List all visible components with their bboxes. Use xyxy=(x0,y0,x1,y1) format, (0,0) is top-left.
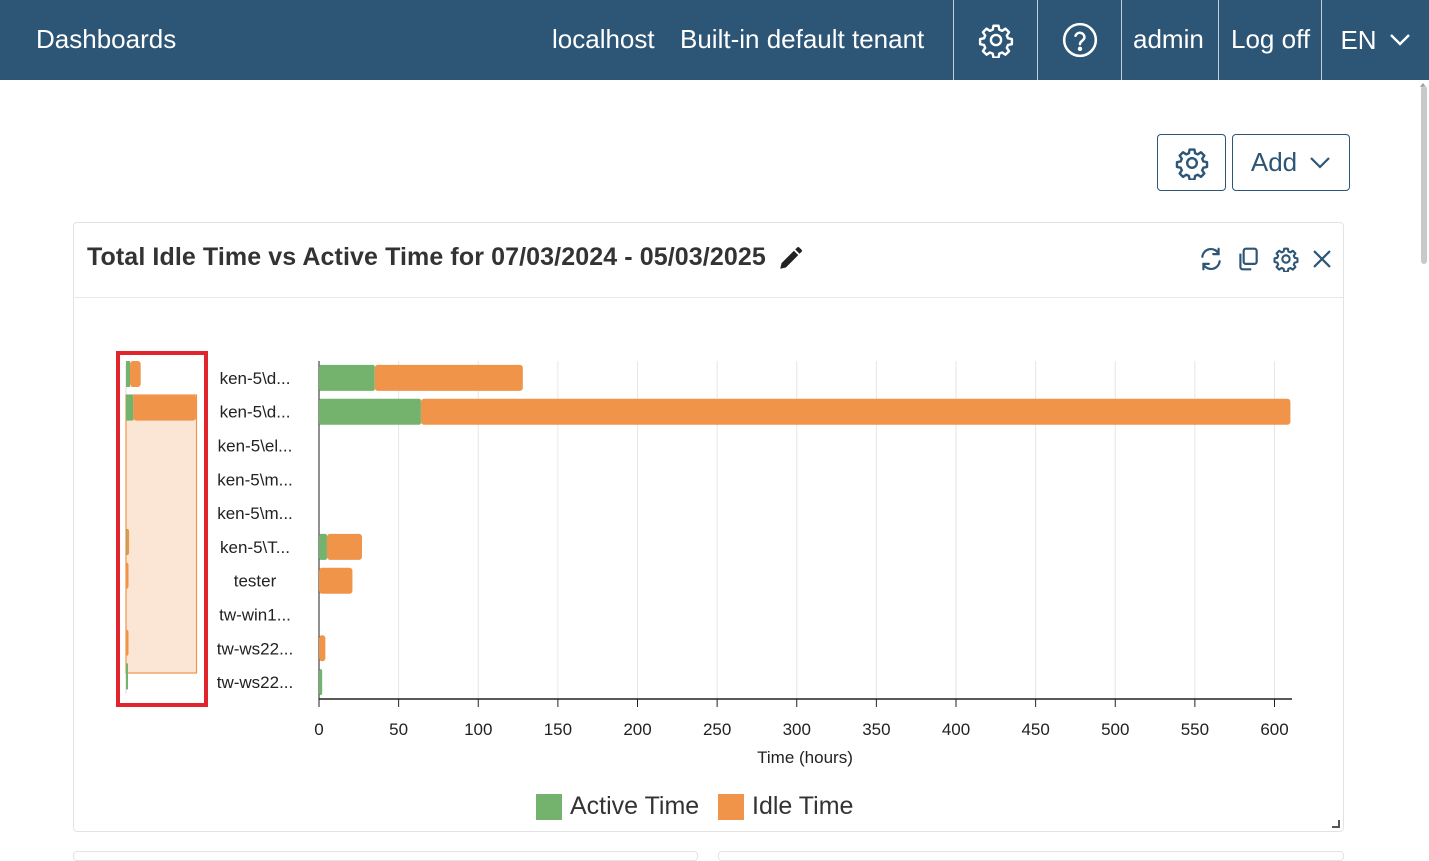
refresh-button[interactable] xyxy=(1197,245,1225,273)
navigator-bar-idle xyxy=(126,629,129,656)
pencil-icon xyxy=(780,247,802,269)
divider xyxy=(1121,0,1122,80)
bar-idle xyxy=(374,364,523,391)
legend-label-active: Active Time xyxy=(570,792,700,820)
navigator-window xyxy=(125,394,198,674)
help-button[interactable] xyxy=(1038,0,1121,80)
legend-swatch-idle xyxy=(718,793,744,820)
gear-icon xyxy=(1175,147,1208,180)
chart-bars xyxy=(319,364,1291,696)
y-category-label: tw-win1... xyxy=(219,606,291,625)
tenant-selector[interactable]: Built-in default tenant xyxy=(680,24,925,54)
language-selector[interactable]: EN xyxy=(1322,0,1429,80)
navigator-bar-idle xyxy=(126,562,129,589)
refresh-icon xyxy=(1201,247,1221,271)
bar-idle xyxy=(420,398,1291,425)
y-category-label: ken-5\m... xyxy=(217,470,293,489)
chart-widget: Total Idle Time vs Active Time for 07/03… xyxy=(73,222,1344,832)
y-category-label: ken-5\m... xyxy=(217,504,293,523)
widget-settings-button[interactable] xyxy=(1272,245,1300,273)
x-axis-title: Time (hours) xyxy=(757,748,853,767)
host-label: localhost xyxy=(552,24,655,54)
close-widget-button[interactable] xyxy=(1308,245,1336,273)
divider xyxy=(953,0,954,80)
divider xyxy=(1218,0,1219,80)
duplicate-button[interactable] xyxy=(1234,245,1262,273)
bar-active xyxy=(319,364,375,391)
chart-navigator[interactable] xyxy=(125,361,198,694)
gear-icon xyxy=(1273,247,1299,272)
dashboards-link[interactable]: Dashboards xyxy=(36,24,177,54)
chevron-down-icon xyxy=(1310,156,1330,169)
x-tick-label: 500 xyxy=(1101,720,1129,739)
y-category-label: tw-ws22... xyxy=(217,639,294,658)
bar-active xyxy=(319,398,421,425)
scroll-up-arrow[interactable] xyxy=(1420,83,1426,87)
user-menu[interactable]: admin xyxy=(1133,24,1204,54)
x-tick-label: 550 xyxy=(1181,720,1209,739)
bar-active xyxy=(319,533,327,560)
y-category-label: tw-ws22... xyxy=(217,673,294,692)
x-tick-label: 450 xyxy=(1021,720,1049,739)
bar-idle xyxy=(319,635,326,662)
x-tick-label: 400 xyxy=(942,720,970,739)
navigator-bar-idle xyxy=(130,361,141,387)
x-tick-label: 600 xyxy=(1260,720,1288,739)
y-category-label: ken-5\d... xyxy=(220,369,291,388)
navigator-bar-active xyxy=(126,663,128,690)
x-axis-ticks: 0 50 100 150 200 250 300 350 400 450 500 550 600 xyxy=(314,699,1289,739)
widget-title: Total Idle Time vs Active Time for 07/03… xyxy=(87,243,766,271)
x-tick-label: 0 xyxy=(314,720,323,739)
edit-title-button[interactable] xyxy=(776,245,804,273)
y-category-label: ken-5\T... xyxy=(220,538,290,557)
dashboard-settings-button[interactable] xyxy=(1157,134,1226,191)
highlight-annotation xyxy=(116,351,208,707)
y-axis-labels: ken-5\d... ken-5\d... ken-5\el... ken-5\m..… xyxy=(217,369,294,692)
add-widget-button[interactable]: Add xyxy=(1232,134,1350,191)
x-tick-label: 150 xyxy=(544,720,572,739)
top-navigation-bar: Dashboards localhost Built-in default te… xyxy=(0,0,1429,80)
bar-idle xyxy=(326,533,362,560)
x-tick-label: 200 xyxy=(623,720,651,739)
help-icon xyxy=(1062,22,1097,58)
next-widget-left xyxy=(73,851,698,861)
x-tick-label: 350 xyxy=(862,720,890,739)
logoff-link[interactable]: Log off xyxy=(1231,24,1311,54)
x-tick-label: 300 xyxy=(783,720,811,739)
bar-idle xyxy=(319,567,353,594)
divider xyxy=(1037,0,1038,80)
legend-label-idle: Idle Time xyxy=(752,792,854,820)
settings-button[interactable] xyxy=(954,0,1037,80)
page-scrollbar[interactable] xyxy=(1421,86,1427,264)
y-category-label: tester xyxy=(234,572,277,591)
x-tick-label: 50 xyxy=(389,720,408,739)
add-label: Add xyxy=(1250,147,1298,177)
next-widget-right xyxy=(718,851,1344,861)
navigator-bar-idle xyxy=(133,394,196,421)
chevron-down-icon xyxy=(1389,34,1410,46)
navigator-bar-active xyxy=(126,361,131,387)
bar-active xyxy=(319,669,323,696)
y-category-label: ken-5\d... xyxy=(220,403,291,422)
divider xyxy=(1321,0,1322,80)
y-category-label: ken-5\el... xyxy=(218,437,293,456)
language-label: EN xyxy=(1340,24,1377,55)
close-icon xyxy=(1313,250,1331,268)
x-tick-label: 250 xyxy=(703,720,731,739)
copy-icon xyxy=(1239,247,1258,271)
resize-handle-icon[interactable] xyxy=(1329,817,1341,829)
widget-header: Total Idle Time vs Active Time for 07/03… xyxy=(74,223,1343,298)
navigator-bar-idle xyxy=(126,529,130,555)
navigator-bar-active xyxy=(126,394,134,421)
legend-swatch-active xyxy=(536,793,562,820)
gear-icon xyxy=(978,24,1013,58)
x-tick-label: 100 xyxy=(464,720,492,739)
legend-active[interactable]: Active Time xyxy=(536,792,699,821)
legend-idle[interactable]: Idle Time xyxy=(718,792,853,821)
